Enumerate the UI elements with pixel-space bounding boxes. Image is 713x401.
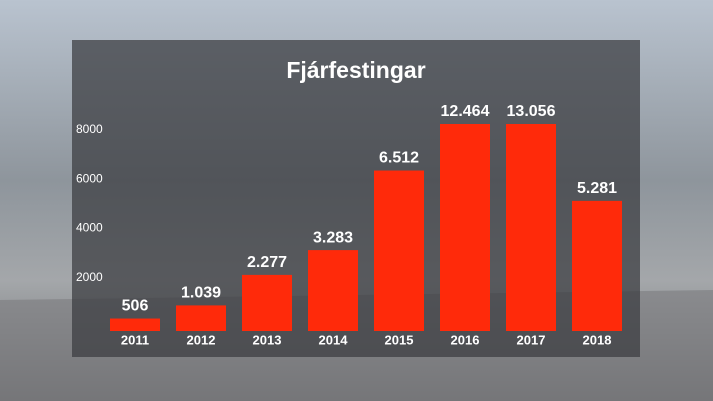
chart-title: Fjárfestingar <box>286 57 425 83</box>
y-tick-label: 4000 <box>76 221 103 235</box>
data-label: 5.281 <box>577 180 617 197</box>
x-tick-label: 2011 <box>121 332 149 347</box>
x-tick-label: 2012 <box>187 332 216 347</box>
data-label: 506 <box>122 298 149 315</box>
bars <box>110 124 622 332</box>
data-label: 1.039 <box>181 285 221 302</box>
bar <box>176 305 226 331</box>
bar <box>374 170 424 331</box>
y-tick-label: 2000 <box>76 270 103 284</box>
data-label: 2.277 <box>247 254 287 271</box>
bar <box>308 250 358 331</box>
bar <box>242 274 292 331</box>
x-tick-label: 2015 <box>385 332 414 347</box>
bar <box>440 124 490 331</box>
x-tick-label: 2018 <box>583 332 612 347</box>
data-label: 13.056 <box>507 103 556 120</box>
x-tick-label: 2014 <box>319 332 349 347</box>
bar <box>110 318 160 331</box>
y-tick-label: 8000 <box>76 122 103 136</box>
bar <box>506 124 556 332</box>
y-tick-label: 6000 <box>76 171 103 185</box>
data-label: 12.464 <box>441 103 490 120</box>
x-tick-label: 2017 <box>517 332 546 347</box>
data-label: 6.512 <box>379 150 419 167</box>
data-label: 3.283 <box>313 229 353 246</box>
x-tick-label: 2016 <box>451 332 480 347</box>
bar <box>572 200 622 331</box>
x-tick-label: 2013 <box>253 332 282 347</box>
